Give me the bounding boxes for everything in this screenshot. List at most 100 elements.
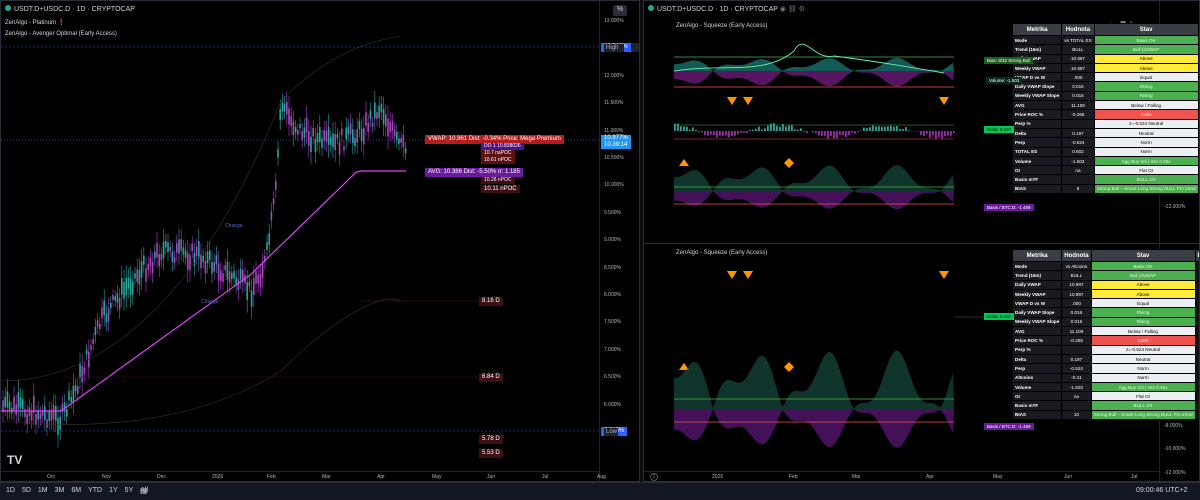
- table-row: Daily VWAP 10.987 Above 1: [1011, 53, 1199, 64]
- candle-body: [90, 345, 92, 350]
- indicator-platinum[interactable]: ZenAlgo - Platinum ❗: [5, 20, 66, 26]
- metric-value: 10.987: [1061, 279, 1092, 290]
- candle-body: [391, 121, 394, 131]
- table-header: Metrika: [1011, 249, 1063, 262]
- candle-body: [167, 242, 169, 253]
- delta-bar: [953, 131, 955, 134]
- timeframe-button[interactable]: 1D: [6, 487, 15, 494]
- price-tick: 7.000%: [604, 346, 621, 353]
- candle-body: [178, 239, 180, 254]
- price-chart[interactable]: [1, 1, 599, 471]
- main-chart-pane[interactable]: USDT.D+USDC.D · 1D · CRYPTOCAP ZenAlgo -…: [0, 0, 640, 482]
- delta-bar: [845, 131, 847, 138]
- candle-body: [231, 272, 233, 280]
- candle-body: [211, 262, 213, 274]
- metric-value: 8: [1061, 183, 1095, 195]
- metric-state: Below / Falling: [1090, 326, 1196, 337]
- timeframe-button[interactable]: 1Y: [109, 487, 118, 494]
- symbol-title[interactable]: USDT.D+USDC.D · 1D · CRYPTOCAP: [5, 5, 135, 14]
- timeframe-button[interactable]: All: [140, 487, 149, 494]
- candle-body: [279, 109, 281, 121]
- candle-body: [114, 296, 116, 301]
- time-tick: Feb: [267, 474, 276, 480]
- candle-body: [129, 278, 132, 296]
- metric-value: 0.197: [1061, 353, 1092, 365]
- table-row: VWAP D vs W .000 Equal 0: [1011, 298, 1199, 309]
- tradingview-logo[interactable]: TV: [7, 453, 23, 467]
- link-icon[interactable]: ⛓: [787, 6, 797, 13]
- panel2-title[interactable]: ZenAlgo - Squeeze (Early Access): [676, 250, 768, 256]
- metric-name: AVG: [1011, 326, 1063, 337]
- candle-body: [327, 127, 330, 145]
- metric-state: Rising: [1093, 90, 1199, 102]
- candle-body: [147, 263, 149, 271]
- bias-line: [673, 43, 945, 74]
- candle-body: [385, 114, 387, 127]
- candle-body: [299, 124, 301, 129]
- metric-state: Rising: [1090, 307, 1196, 318]
- delta-bar: [833, 131, 835, 139]
- price-tick: 13.000%: [604, 18, 624, 24]
- delta-bar: [701, 131, 703, 133]
- panel-divider[interactable]: [644, 243, 1199, 244]
- timeframe-button[interactable]: 3M: [54, 487, 65, 494]
- time-tick: Mar: [322, 474, 331, 480]
- metric-value: 10.987: [1061, 288, 1092, 300]
- timeframe-button[interactable]: 5D: [21, 487, 31, 494]
- candle-body: [193, 253, 196, 266]
- metric-name: OI: [1011, 165, 1063, 176]
- candle-body: [57, 418, 59, 436]
- right-symbol-title[interactable]: USDT.D+USDC.D · 1D · CRYPTOCAP ◉ ⛓ ⚙: [648, 5, 805, 14]
- table-row: BIAS 10 Strong Bull – Smart Long Strong …: [1011, 409, 1199, 421]
- metric-value: -0.265: [1061, 335, 1092, 346]
- indicator-avenger[interactable]: ZenAlgo - Avenger Optimal (Early Access): [5, 31, 117, 37]
- metric-name: Weekly VWAP: [1011, 288, 1063, 300]
- candle-body: [365, 112, 367, 126]
- metric-state: Agg Buy Vol | Vez 0.45x: [1093, 155, 1199, 167]
- candle-body: [220, 270, 222, 281]
- candle-body: [26, 413, 28, 425]
- candle-body: [224, 265, 226, 270]
- candle-body: [343, 146, 345, 151]
- metric-points: 0: [1194, 372, 1199, 383]
- timezone-icon[interactable]: 2: [650, 473, 658, 481]
- eye-icon[interactable]: ◉: [779, 6, 786, 13]
- delta-bar: [683, 126, 685, 131]
- candle-body: [79, 363, 81, 378]
- time-tick: Jul: [1131, 474, 1138, 480]
- clock[interactable]: 09:00:46 UTC+2: [1136, 487, 1188, 494]
- candle-body: [310, 136, 312, 152]
- delta-bar: [818, 131, 820, 136]
- percent-button[interactable]: %: [613, 5, 627, 16]
- indicator-pane[interactable]: USDT.D+USDC.D · 1D · CRYPTOCAP ◉ ⛓ ⚙ Zen…: [643, 0, 1200, 482]
- delta-bar: [830, 131, 832, 137]
- delta-bar: [839, 131, 841, 136]
- candle-body: [118, 297, 121, 310]
- delta-bar: [887, 126, 889, 131]
- timeframe-button[interactable]: YTD: [88, 487, 103, 494]
- candle-body: [248, 281, 251, 286]
- metric-name: Volume: [1011, 155, 1063, 167]
- candle-body: [283, 103, 286, 112]
- candle-body: [176, 243, 178, 253]
- delta-bar: [851, 131, 853, 133]
- time-axis[interactable]: Oct Nov Dec 2026 Feb Mar Apr May Jun Jul Aug: [1, 471, 606, 481]
- candle-body: [2, 400, 4, 413]
- right-time-axis[interactable]: 2026 Feb Mar Apr May Jun Jul: [644, 471, 1159, 481]
- panel1-title[interactable]: ZenAlgo - Squeeze (Early Access): [676, 23, 768, 29]
- delta-bar: [680, 126, 682, 131]
- timeframe-button[interactable]: 1M: [37, 487, 48, 494]
- candle-body: [156, 243, 158, 258]
- time-tick: 2026: [712, 474, 724, 480]
- timeframe-button[interactable]: 5Y: [124, 487, 134, 494]
- settings-icon[interactable]: ⚙: [798, 6, 805, 13]
- metric-name: Weekly VWAP Slope: [1011, 316, 1063, 328]
- price-tick: 8.500%: [604, 264, 621, 271]
- candle-body: [101, 307, 103, 318]
- candle-body: [92, 339, 94, 345]
- timeframe-button[interactable]: 6M: [71, 487, 82, 494]
- date-range-icon[interactable]: ▦: [140, 486, 148, 495]
- metric-points: 2: [1194, 270, 1199, 281]
- price-axis[interactable]: 13.000%12.500%12.000%11.500%11.000%10.50…: [599, 1, 639, 481]
- candle-body: [59, 416, 61, 430]
